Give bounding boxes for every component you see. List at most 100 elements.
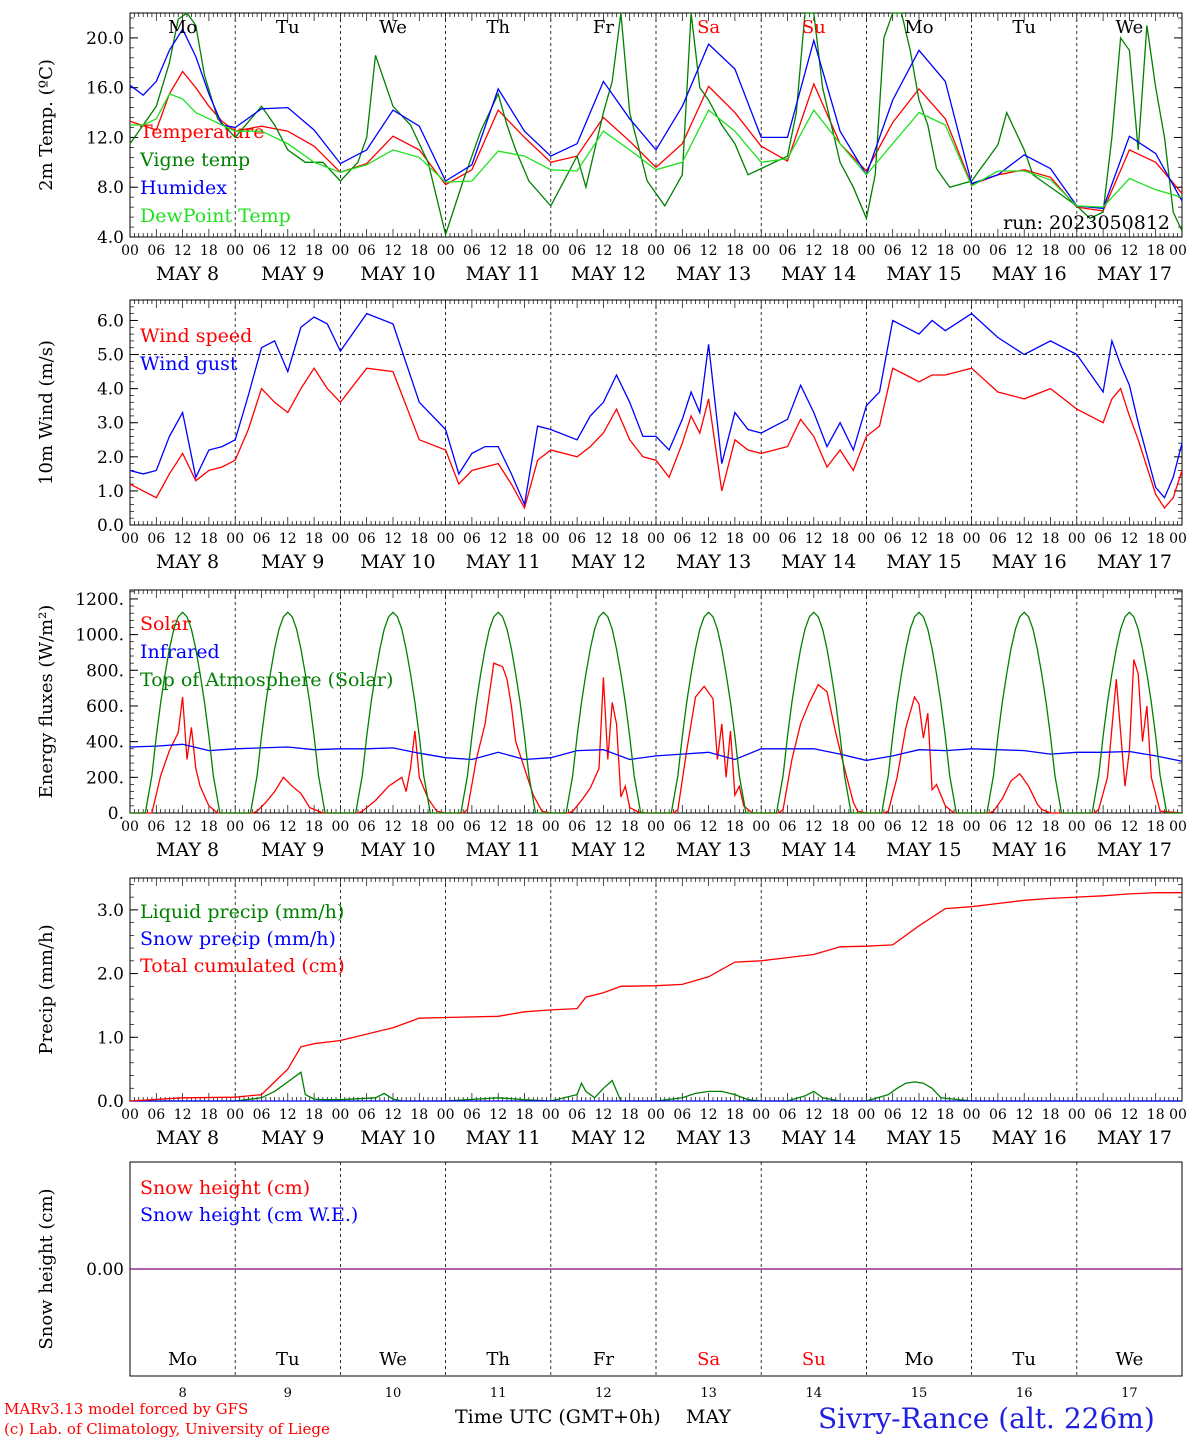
day-of-week-label: Fr xyxy=(593,17,614,38)
legend-wind-speed: Wind speed xyxy=(140,325,252,347)
hour-label: 00 xyxy=(752,1107,770,1123)
hour-label: 12 xyxy=(489,1107,507,1123)
hour-label: 00 xyxy=(857,1107,875,1123)
y-tick-label: 4.0 xyxy=(97,380,124,400)
hour-label: 18 xyxy=(200,1107,218,1123)
hour-label: 06 xyxy=(1094,243,1112,259)
x-axis-title: Time UTC (GMT+0h) xyxy=(455,1406,661,1428)
x-axis-month: MAY xyxy=(686,1406,731,1428)
day-of-week-label: Su xyxy=(802,17,826,38)
y-tick-label: 6.0 xyxy=(97,311,124,331)
date-label: MAY 12 xyxy=(571,551,646,573)
hour-label: 06 xyxy=(253,531,271,547)
legend-vigne-temp: Vigne temp xyxy=(139,149,250,171)
hour-label: 12 xyxy=(489,531,507,547)
day-number-label: 12 xyxy=(595,1386,612,1401)
hour-label: 12 xyxy=(805,243,823,259)
hour-label: 00 xyxy=(226,819,244,835)
day-of-week-label: We xyxy=(379,1349,407,1370)
hour-label: 06 xyxy=(1094,1107,1112,1123)
day-number-label: 17 xyxy=(1121,1386,1138,1401)
hour-label: 18 xyxy=(1042,1107,1060,1123)
hour-label: 18 xyxy=(1042,531,1060,547)
date-label: MAY 8 xyxy=(156,1127,219,1149)
y-tick-label: 1000. xyxy=(75,626,124,646)
date-label: MAY 13 xyxy=(676,839,751,861)
hour-label: 00 xyxy=(752,819,770,835)
hour-label: 00 xyxy=(857,819,875,835)
hour-label: 12 xyxy=(1015,1107,1033,1123)
y-tick-label: 2.0 xyxy=(97,448,124,468)
date-label: MAY 9 xyxy=(261,839,324,861)
date-label: MAY 10 xyxy=(360,263,435,285)
hour-label: 12 xyxy=(594,243,612,259)
date-label: MAY 17 xyxy=(1097,839,1172,861)
date-label: MAY 17 xyxy=(1097,263,1172,285)
legend-snow-height-cm-w-e-: Snow height (cm W.E.) xyxy=(140,1204,358,1226)
legend-total-cumulated-cm-: Total cumulated (cm) xyxy=(140,955,345,977)
hour-label: 06 xyxy=(253,1107,271,1123)
date-label: MAY 17 xyxy=(1097,1127,1172,1149)
hour-label: 18 xyxy=(410,243,428,259)
hour-label: 12 xyxy=(700,819,718,835)
hour-label: 18 xyxy=(831,819,849,835)
hour-label: 00 xyxy=(963,819,981,835)
day-of-week-label: Th xyxy=(486,1349,510,1370)
series-vigne-temp-line xyxy=(129,12,1183,237)
day-of-week-label: We xyxy=(1116,1349,1144,1370)
day-of-week-label: Mo xyxy=(168,1349,197,1370)
hour-label: 12 xyxy=(384,819,402,835)
hour-label: 18 xyxy=(305,1107,323,1123)
series-total-cumulated-cm--line xyxy=(129,892,1182,1102)
hour-label: 12 xyxy=(1015,819,1033,835)
hour-label: 12 xyxy=(594,531,612,547)
date-label: MAY 12 xyxy=(571,1127,646,1149)
y-tick-label: 0.0 xyxy=(97,1092,124,1112)
hour-label: 12 xyxy=(805,1107,823,1123)
hour-label: 06 xyxy=(463,243,481,259)
date-label: MAY 15 xyxy=(886,1127,961,1149)
day-of-week-label: Tu xyxy=(276,17,300,38)
series-infrared-line xyxy=(129,743,1183,762)
hour-label: 06 xyxy=(463,531,481,547)
y-tick-label: 1200. xyxy=(75,590,124,610)
hour-label: 12 xyxy=(174,243,192,259)
hour-label: 12 xyxy=(594,1107,612,1123)
hour-label: 12 xyxy=(384,1107,402,1123)
hour-label: 00 xyxy=(752,243,770,259)
date-label: MAY 15 xyxy=(886,839,961,861)
hour-label: 18 xyxy=(305,819,323,835)
hour-label: 18 xyxy=(831,531,849,547)
hour-label: 06 xyxy=(358,531,376,547)
date-label: MAY 17 xyxy=(1097,551,1172,573)
hour-label: 12 xyxy=(279,531,297,547)
date-label: MAY 14 xyxy=(781,551,856,573)
hour-label: 18 xyxy=(1147,531,1165,547)
y-tick-label: 400. xyxy=(86,733,124,753)
date-label: MAY 13 xyxy=(676,1127,751,1149)
day-number-label: 8 xyxy=(178,1386,186,1401)
model-credit: MARv3.13 model forced by GFS xyxy=(4,1400,249,1418)
hour-label: 18 xyxy=(831,1107,849,1123)
hour-label: 18 xyxy=(936,243,954,259)
hour-label: 00 xyxy=(1169,1107,1187,1123)
hour-label: 12 xyxy=(279,243,297,259)
series-dewpoint-temp-line xyxy=(130,93,1183,208)
hour-label: 12 xyxy=(384,243,402,259)
hour-label: 00 xyxy=(226,243,244,259)
hour-label: 18 xyxy=(200,819,218,835)
hour-label: 18 xyxy=(621,1107,639,1123)
hour-label: 00 xyxy=(331,819,349,835)
hour-label: 06 xyxy=(358,819,376,835)
y-tick-label: 0.00 xyxy=(86,1260,124,1280)
date-label: MAY 10 xyxy=(360,839,435,861)
hour-label: 12 xyxy=(1120,1107,1138,1123)
day-of-week-label: Tu xyxy=(1012,17,1036,38)
hour-label: 00 xyxy=(963,1107,981,1123)
hour-label: 00 xyxy=(542,819,560,835)
hour-label: 18 xyxy=(726,819,744,835)
hour-label: 18 xyxy=(726,531,744,547)
hour-label: 06 xyxy=(358,243,376,259)
hour-label: 12 xyxy=(594,819,612,835)
